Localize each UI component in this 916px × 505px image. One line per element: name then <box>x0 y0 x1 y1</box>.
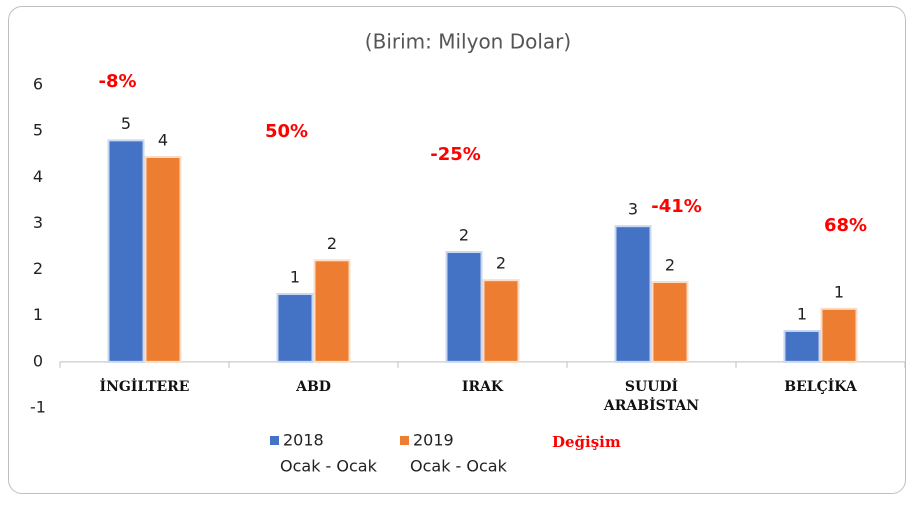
change-annotation: -41% <box>651 196 702 217</box>
legend-label: 2019 <box>413 431 454 450</box>
y-tick-label: 3 <box>33 213 43 232</box>
chart-title: (Birim: Milyon Dolar) <box>365 30 571 54</box>
y-tick-label: -1 <box>30 398 46 417</box>
value-label: 2 <box>496 254 506 273</box>
bar <box>651 281 689 363</box>
y-tick-label: 6 <box>33 75 43 94</box>
value-label: 2 <box>665 256 675 275</box>
y-tick-label: 1 <box>33 305 43 324</box>
bar <box>445 251 483 363</box>
value-label: 3 <box>628 200 638 219</box>
legend-label: Değişim <box>552 433 621 451</box>
chart-frame <box>8 6 906 494</box>
x-tick-label: BELÇİKA <box>784 378 857 395</box>
bar <box>276 293 314 363</box>
bar <box>783 329 821 363</box>
value-label: 4 <box>158 130 168 149</box>
bar <box>144 155 182 363</box>
change-annotation: -25% <box>430 144 481 165</box>
value-label: 5 <box>121 114 131 133</box>
y-tick-label: 5 <box>33 121 43 140</box>
change-annotation: -8% <box>98 71 136 92</box>
value-label: 1 <box>797 304 807 323</box>
value-label: 2 <box>459 226 469 245</box>
legend-label: Ocak - Ocak <box>280 457 378 476</box>
change-annotation: 68% <box>824 215 867 236</box>
x-tick-label: IRAK <box>461 378 504 395</box>
y-tick-label: 2 <box>33 259 43 278</box>
x-tick-label: ABD <box>296 378 331 395</box>
value-label: 1 <box>834 282 844 301</box>
value-label: 1 <box>290 268 300 287</box>
bar <box>107 139 145 363</box>
bar <box>820 307 858 363</box>
y-tick-label: 4 <box>33 167 43 186</box>
legend-label: 2018 <box>283 431 324 450</box>
bar <box>482 279 520 363</box>
value-label: 2 <box>327 234 337 253</box>
bar <box>313 259 351 363</box>
legend-swatch <box>400 436 409 445</box>
change-annotation: 50% <box>265 121 308 142</box>
bar <box>614 225 652 363</box>
legend-label: Ocak - Ocak <box>410 457 508 476</box>
y-tick-label: 0 <box>33 351 43 370</box>
x-tick-label: SUUDİ ARABİSTAN <box>603 378 700 414</box>
legend-swatch <box>270 436 279 445</box>
x-tick-label: İNGİLTERE <box>99 378 190 395</box>
